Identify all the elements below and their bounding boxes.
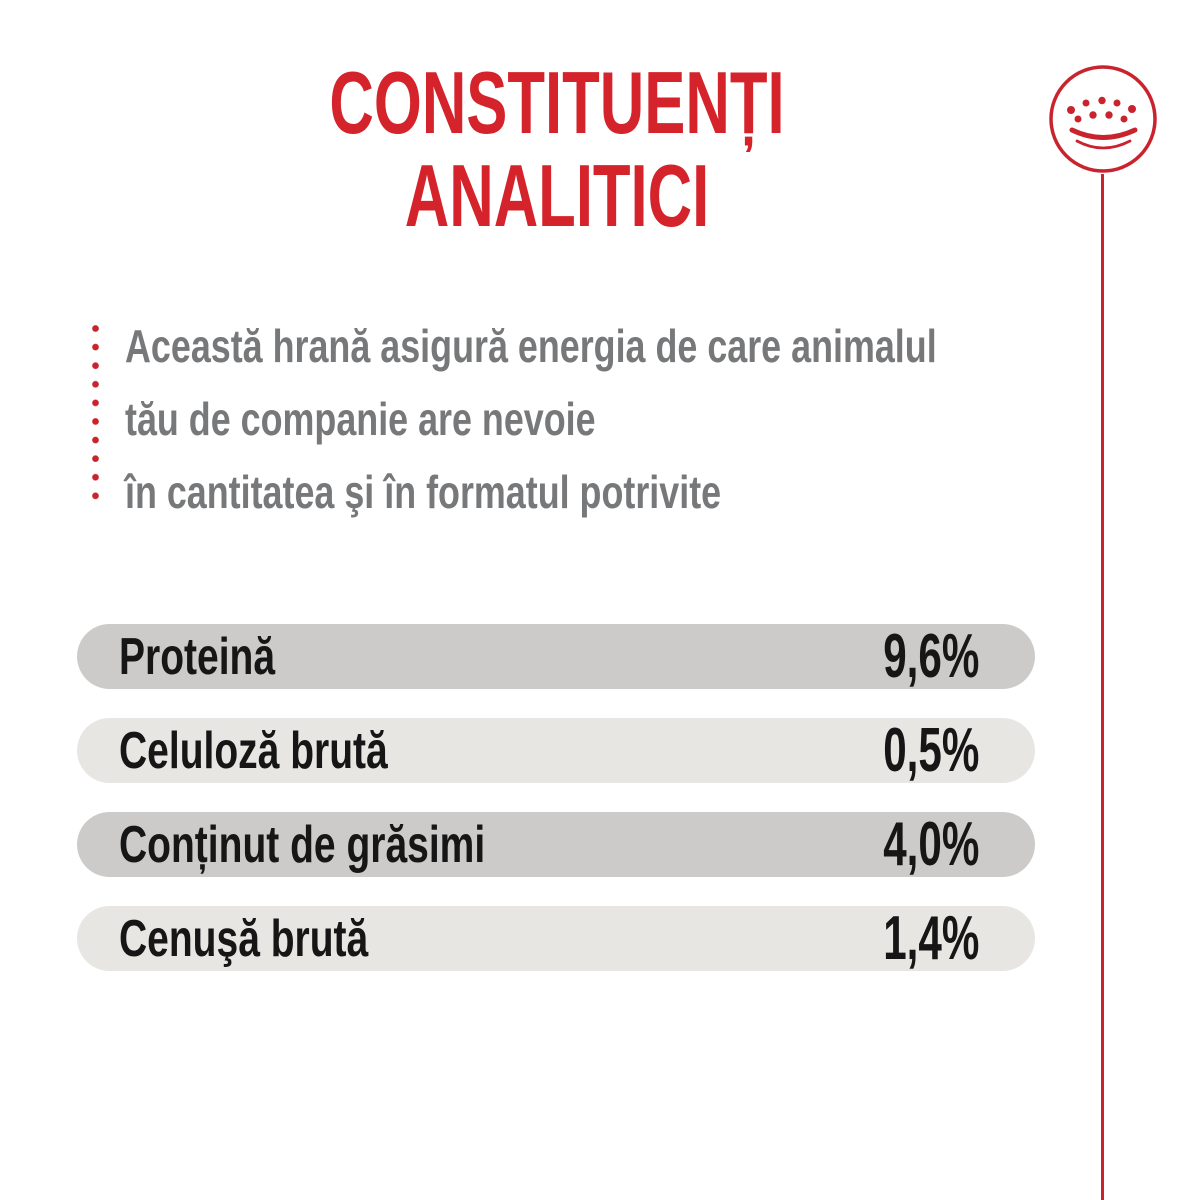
analytical-constituents-table: Proteină 9,6% Celuloză brută 0,5% Conțin…	[77, 622, 1035, 1000]
constituent-label: Cenuşă brută	[119, 909, 369, 968]
page-title-line-1: CONSTITUENȚI	[329, 53, 785, 152]
page-title: CONSTITUENȚI ANALITICI	[0, 56, 1114, 242]
dotted-accent-line	[92, 325, 99, 501]
constituent-value: 4,0%	[882, 810, 979, 879]
constituent-label: Conținut de grăsimi	[119, 815, 486, 874]
royal-canin-crown-logo-icon	[1049, 65, 1157, 173]
constituent-value: 0,5%	[882, 716, 979, 785]
table-row: Celuloză brută 0,5%	[77, 716, 1035, 785]
intro-line-3: în cantitatea şi în formatul potrivite	[125, 466, 722, 518]
table-row: Proteină 9,6%	[77, 622, 1035, 691]
constituent-value: 1,4%	[882, 904, 979, 973]
constituent-value: 9,6%	[882, 622, 979, 691]
constituent-label: Proteină	[119, 627, 276, 686]
intro-line-2: tău de companie are nevoie	[125, 393, 596, 445]
table-row: Cenuşă brută 1,4%	[77, 904, 1035, 973]
vertical-accent-line	[1101, 174, 1104, 1200]
table-row: Conținut de grăsimi 4,0%	[77, 810, 1035, 879]
constituent-label: Celuloză brută	[119, 721, 388, 780]
intro-line-1: Această hrană asigură energia de care an…	[125, 320, 937, 372]
page-title-line-2: ANALITICI	[404, 146, 710, 245]
intro-text: Această hrană asigură energia de care an…	[125, 310, 1166, 529]
